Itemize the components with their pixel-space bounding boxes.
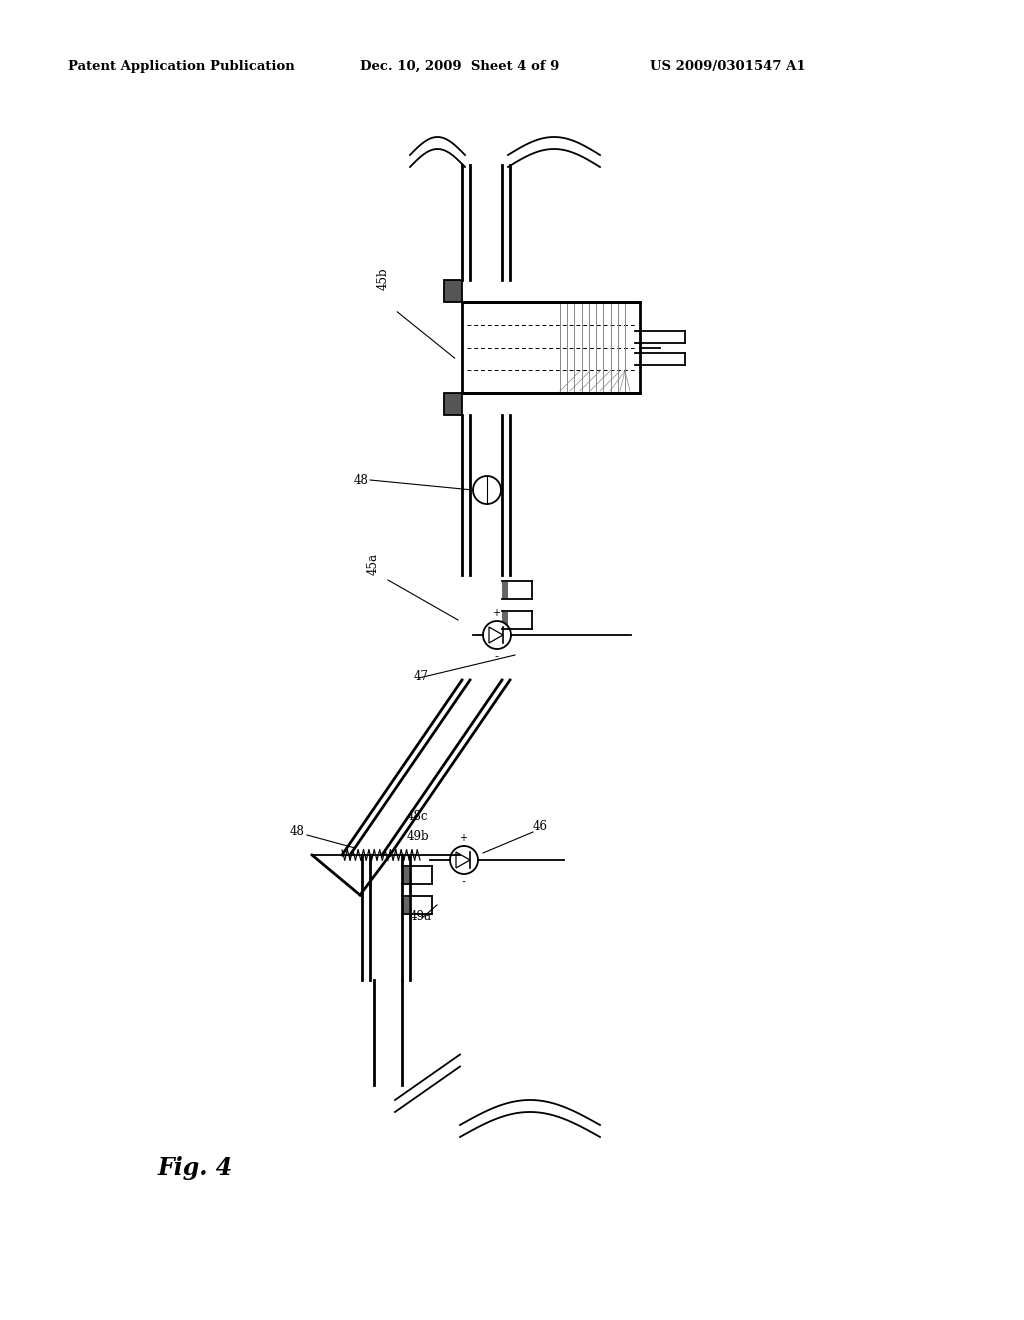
Text: Dec. 10, 2009  Sheet 4 of 9: Dec. 10, 2009 Sheet 4 of 9 — [360, 59, 559, 73]
Polygon shape — [489, 627, 503, 643]
Bar — [444, 393, 462, 414]
Text: -: - — [461, 876, 465, 886]
Bar — [502, 612, 508, 628]
Text: 45b: 45b — [377, 268, 389, 290]
Text: +: + — [459, 833, 467, 843]
Text: 48: 48 — [353, 474, 368, 487]
Text: 45a: 45a — [367, 553, 380, 576]
Circle shape — [450, 846, 478, 874]
Bar — [462, 302, 640, 393]
Text: 48c: 48c — [407, 810, 428, 822]
Text: 47: 47 — [414, 671, 429, 682]
Text: +: + — [492, 609, 500, 618]
Circle shape — [473, 477, 501, 504]
Text: 48: 48 — [290, 825, 305, 838]
Bar — [502, 582, 508, 598]
Text: -: - — [494, 651, 498, 661]
Polygon shape — [456, 851, 470, 869]
Bar — [402, 867, 409, 883]
Circle shape — [483, 620, 511, 649]
Text: Fig. 4: Fig. 4 — [158, 1156, 233, 1180]
Text: Patent Application Publication: Patent Application Publication — [68, 59, 295, 73]
Text: 49b: 49b — [407, 830, 430, 843]
Text: 46: 46 — [534, 820, 548, 833]
Bar — [402, 898, 409, 913]
Bar — [444, 280, 462, 302]
Text: 49a: 49a — [410, 909, 432, 923]
Text: US 2009/0301547 A1: US 2009/0301547 A1 — [650, 59, 806, 73]
